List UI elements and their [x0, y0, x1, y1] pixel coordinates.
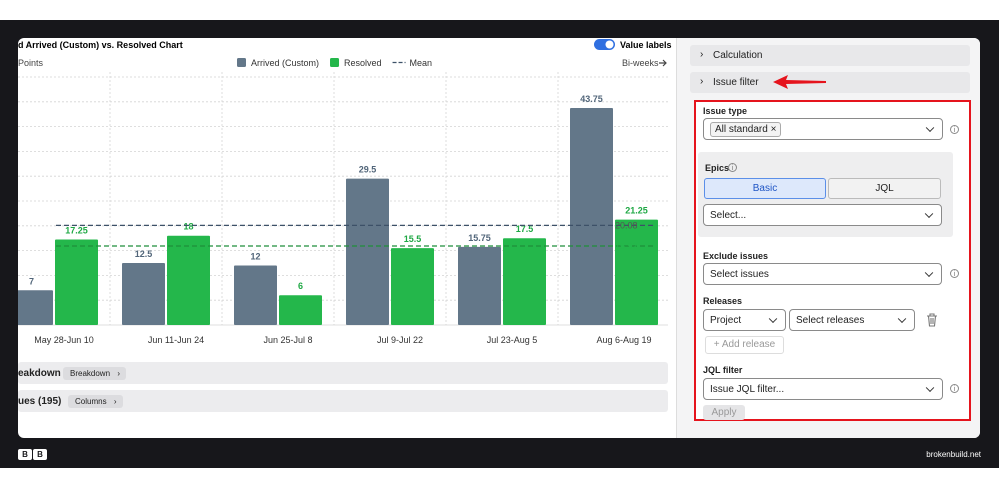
- tab-label: JQL: [875, 183, 894, 194]
- bar: [615, 219, 658, 325]
- jql-input[interactable]: Issue JQL filter...: [703, 378, 943, 400]
- x-tick-label: Jun 25-Jul 8: [263, 335, 312, 345]
- bar: [346, 178, 389, 325]
- tab-active[interactable]: Basic: [704, 178, 826, 199]
- placeholder: Issue JQL filter...: [710, 383, 785, 395]
- plot: 7 12.5 12 29.5 15.75 43.75 17.25 18 6 15.5 17.5 21.…: [18, 72, 668, 326]
- chevron: ›: [113, 397, 117, 406]
- value-label: 29.5: [359, 165, 377, 175]
- bar: [503, 238, 546, 325]
- chip: All standard ×: [710, 121, 782, 137]
- collapsible[interactable]: [690, 45, 970, 66]
- value-label: 21.25: [625, 206, 648, 216]
- section-title: ues (195): [18, 396, 62, 407]
- field-label: Issue type: [703, 106, 748, 116]
- releases-select[interactable]: Select releases: [789, 309, 915, 331]
- toggle-knob: [605, 40, 614, 49]
- bar: [234, 265, 277, 325]
- info-icon: i: [950, 269, 959, 278]
- x-tick-label: Jul 9-Jul 22: [377, 335, 423, 345]
- x-tick-label: Aug 6-Aug 19: [596, 335, 651, 345]
- exclude-select[interactable]: Select issues: [703, 263, 942, 285]
- issue-type-select[interactable]: All standard ×: [703, 118, 943, 140]
- section-row[interactable]: [18, 390, 668, 412]
- placeholder: Select releases: [796, 314, 865, 326]
- placeholder: Select issues: [710, 268, 769, 280]
- bar: [167, 235, 210, 325]
- field-label: Exclude issues: [703, 251, 769, 261]
- bar: [391, 248, 434, 325]
- x-tick-label: May 28-Jun 10: [34, 335, 94, 345]
- y-axis-label: Points: [18, 58, 44, 68]
- logo-block: B: [18, 449, 32, 460]
- chart-title: d Arrived (Custom) vs. Resolved Chart: [18, 40, 183, 50]
- logo-letter: B: [22, 450, 28, 459]
- value-label: 12.5: [135, 249, 153, 259]
- chevron: ›: [117, 369, 121, 378]
- value-label: 12: [250, 251, 260, 261]
- mean-label: 15.92: [615, 241, 638, 251]
- tab[interactable]: JQL: [828, 178, 941, 199]
- section-row[interactable]: [18, 362, 668, 384]
- add-release-button[interactable]: + Add release: [705, 336, 784, 354]
- bar: [18, 290, 53, 325]
- value-label: 43.75: [580, 94, 603, 104]
- logo-letter: B: [37, 450, 43, 459]
- value-label: 6: [298, 281, 303, 291]
- legend-label: Resolved: [344, 58, 382, 68]
- tab-label: Basic: [752, 183, 778, 194]
- collapsible[interactable]: [690, 72, 970, 93]
- placeholder: Select...: [710, 209, 747, 221]
- info-icon: i: [950, 125, 959, 134]
- red-arrow: [773, 75, 826, 89]
- apply-button[interactable]: Apply: [703, 405, 745, 420]
- field-label: Releases: [703, 296, 743, 306]
- button-label: Apply: [711, 407, 737, 418]
- legend-label: Mean: [410, 58, 433, 68]
- info-icon: i: [950, 384, 959, 393]
- legend-label: Arrived (Custom): [251, 58, 319, 68]
- bar: [570, 108, 613, 325]
- mean-label: 20.08: [615, 220, 638, 230]
- project-select[interactable]: Project: [703, 309, 786, 331]
- arrow-icon: [659, 59, 667, 67]
- x-tick-label: Jun 11-Jun 24: [148, 335, 204, 345]
- x-tick-label: Jul 23-Aug 5: [487, 335, 538, 345]
- x-axis-label: Bi-weeks: [622, 58, 659, 68]
- field-label: Epics: [705, 163, 730, 173]
- value-label: 18: [183, 222, 193, 232]
- value-label: 15.75: [468, 233, 491, 243]
- value-label: 7: [29, 276, 34, 286]
- section-title: eakdown: [18, 368, 61, 379]
- field-label: JQL filter: [703, 365, 743, 375]
- button-label: + Add release: [713, 339, 776, 350]
- placeholder: Project: [710, 314, 742, 326]
- section-button[interactable]: Breakdown ›: [63, 367, 127, 380]
- section-button[interactable]: Columns ›: [68, 395, 123, 408]
- bar: [458, 246, 501, 325]
- toggle-label: Value labels: [620, 40, 672, 50]
- bar: [279, 295, 322, 325]
- button-label: Breakdown: [70, 369, 111, 378]
- legend-swatch: [237, 58, 246, 67]
- value-label: 15.5: [404, 234, 422, 244]
- logo-block: B: [33, 449, 47, 460]
- button-label: Columns: [75, 397, 107, 406]
- info-icon: i: [728, 163, 737, 172]
- value-label: 17.5: [516, 224, 534, 234]
- value-label: 17.25: [65, 225, 88, 235]
- bar: [122, 263, 165, 325]
- collapsible-title: Calculation: [713, 50, 763, 61]
- chevron: ›: [700, 49, 704, 60]
- bar: [55, 239, 98, 325]
- epics-select[interactable]: Select...: [703, 204, 942, 226]
- brand: brokenbuild.net: [926, 450, 981, 459]
- trash-icon[interactable]: [925, 312, 939, 328]
- chart: 7 12.5 12 29.5 15.75 43.75 17.25 18 6 15.5 17.5 21.…: [18, 39, 672, 345]
- legend-swatch: [330, 58, 340, 67]
- chevron: ›: [700, 76, 704, 87]
- chip-text: All standard: [715, 123, 768, 135]
- collapsible-title: Issue filter: [713, 77, 759, 88]
